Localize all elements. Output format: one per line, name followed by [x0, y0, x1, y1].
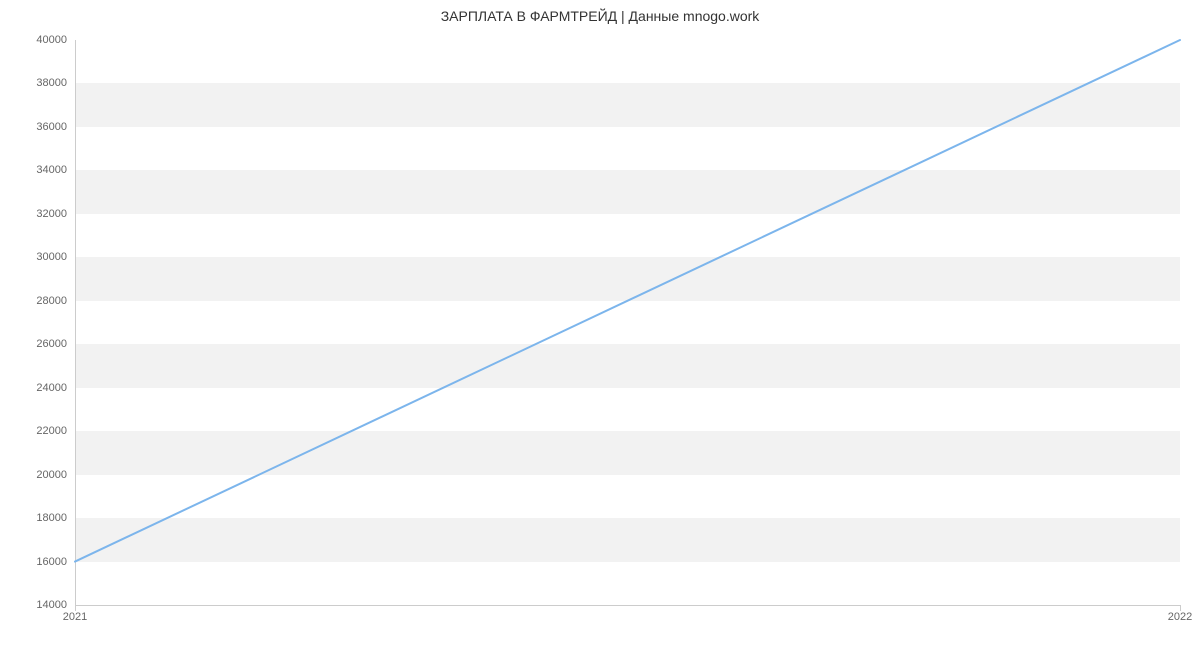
- plot-area: 20212022: [75, 40, 1180, 605]
- y-tick-label: 18000: [0, 512, 67, 524]
- series-layer: [75, 40, 1180, 605]
- y-tick-label: 34000: [0, 164, 67, 176]
- y-tick-label: 36000: [0, 121, 67, 133]
- series-line: [75, 40, 1180, 562]
- chart-title: ЗАРПЛАТА В ФАРМТРЕЙД | Данные mnogo.work: [0, 8, 1200, 24]
- y-tick-label: 28000: [0, 295, 67, 307]
- y-tick-label: 14000: [0, 599, 67, 611]
- y-tick-label: 16000: [0, 556, 67, 568]
- y-tick-label: 22000: [0, 425, 67, 437]
- y-tick-label: 24000: [0, 382, 67, 394]
- y-tick-label: 26000: [0, 338, 67, 350]
- x-tick-label: 2021: [63, 611, 87, 623]
- y-tick-label: 32000: [0, 208, 67, 220]
- x-axis-line: [75, 605, 1180, 606]
- chart-container: ЗАРПЛАТА В ФАРМТРЕЙД | Данные mnogo.work…: [0, 0, 1200, 650]
- y-tick-label: 30000: [0, 251, 67, 263]
- x-tick-label: 2022: [1168, 611, 1192, 623]
- y-tick-label: 40000: [0, 34, 67, 46]
- y-tick-label: 20000: [0, 469, 67, 481]
- y-tick-label: 38000: [0, 77, 67, 89]
